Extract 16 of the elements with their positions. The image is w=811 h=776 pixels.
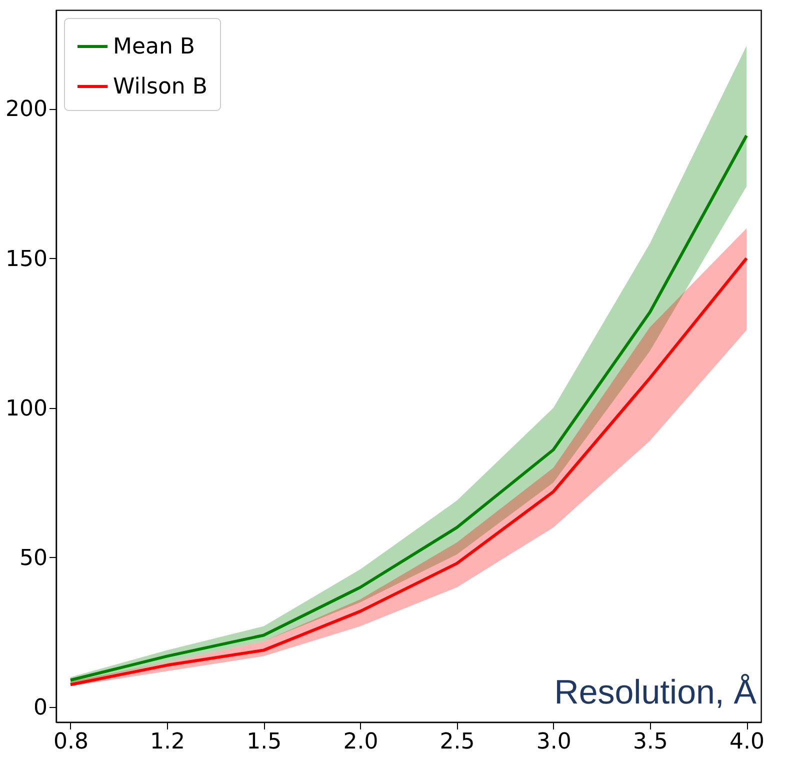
- y-tick-label: 100: [6, 396, 48, 422]
- y-tick-label: 200: [6, 97, 48, 122]
- x-tick-label: 3.0: [536, 730, 572, 754]
- x-tick-label: 0.8: [53, 730, 88, 754]
- x-tick-label: 2.5: [440, 730, 475, 754]
- x-tick-label: 2.0: [343, 730, 378, 754]
- y-tick-label: 0: [34, 696, 48, 721]
- x-tick-label: 1.5: [246, 730, 282, 754]
- legend-label: Wilson B: [113, 74, 208, 100]
- x-tick-label: 1.2: [150, 730, 186, 754]
- x-tick-label: 4.0: [730, 730, 765, 754]
- legend-label: Mean B: [113, 34, 196, 60]
- x-axis-title: Resolution, Å: [554, 674, 757, 712]
- y-tick-label: 150: [6, 246, 48, 272]
- x-tick-label: 3.5: [632, 730, 668, 754]
- y-tick-label: 50: [20, 546, 48, 571]
